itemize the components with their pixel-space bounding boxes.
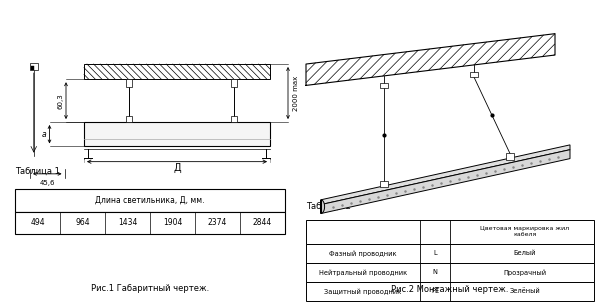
Text: Рис.1 Габаритный чертеж.: Рис.1 Габаритный чертеж. xyxy=(91,284,209,293)
Bar xyxy=(15,189,285,212)
Text: 1904: 1904 xyxy=(163,218,182,228)
Text: Длина светильника, Д, мм.: Длина светильника, Д, мм. xyxy=(95,196,205,205)
Bar xyxy=(31,66,34,70)
Text: PE: PE xyxy=(431,288,439,294)
Text: 964: 964 xyxy=(75,218,90,228)
Text: 2844: 2844 xyxy=(253,218,272,228)
Text: Нейтральный проводник: Нейтральный проводник xyxy=(319,269,407,276)
Bar xyxy=(306,263,594,282)
Bar xyxy=(84,122,270,146)
Text: Рис.2 Монтажный чертеж.: Рис.2 Монтажный чертеж. xyxy=(391,285,509,294)
Text: Белый: Белый xyxy=(514,250,536,257)
Text: 2000 max: 2000 max xyxy=(293,75,299,111)
Text: а: а xyxy=(42,130,47,139)
Bar xyxy=(231,116,238,122)
Text: Цветовая маркировка жил
кабеля: Цветовая маркировка жил кабеля xyxy=(481,226,569,237)
Bar xyxy=(470,72,478,77)
Text: 1434: 1434 xyxy=(118,218,137,228)
Bar xyxy=(306,244,594,263)
Bar xyxy=(30,63,37,70)
Bar xyxy=(84,64,270,79)
Text: L: L xyxy=(433,250,437,257)
Bar xyxy=(15,212,285,234)
Text: Таблица 2: Таблица 2 xyxy=(306,201,351,210)
Bar xyxy=(126,79,132,87)
Text: Д: Д xyxy=(173,163,181,173)
Text: 494: 494 xyxy=(30,218,45,228)
Text: Прозрачный: Прозрачный xyxy=(503,269,547,276)
Text: N: N xyxy=(433,269,437,275)
Text: Защитный проводник: Защитный проводник xyxy=(325,288,401,295)
Text: 2374: 2374 xyxy=(208,218,227,228)
Text: 45,6: 45,6 xyxy=(40,180,55,186)
Text: 60,3: 60,3 xyxy=(57,93,63,109)
Polygon shape xyxy=(321,150,570,214)
Bar xyxy=(380,181,388,187)
Bar xyxy=(306,282,594,301)
Bar xyxy=(306,220,594,244)
Polygon shape xyxy=(321,145,570,205)
Bar xyxy=(231,79,238,87)
Bar xyxy=(506,153,514,160)
Text: Зелёный: Зелёный xyxy=(509,288,541,294)
Bar xyxy=(380,83,388,88)
Bar xyxy=(126,116,132,122)
Text: Фазный проводник: Фазный проводник xyxy=(329,250,397,257)
Text: Таблица 1: Таблица 1 xyxy=(15,166,60,175)
Polygon shape xyxy=(321,200,325,213)
